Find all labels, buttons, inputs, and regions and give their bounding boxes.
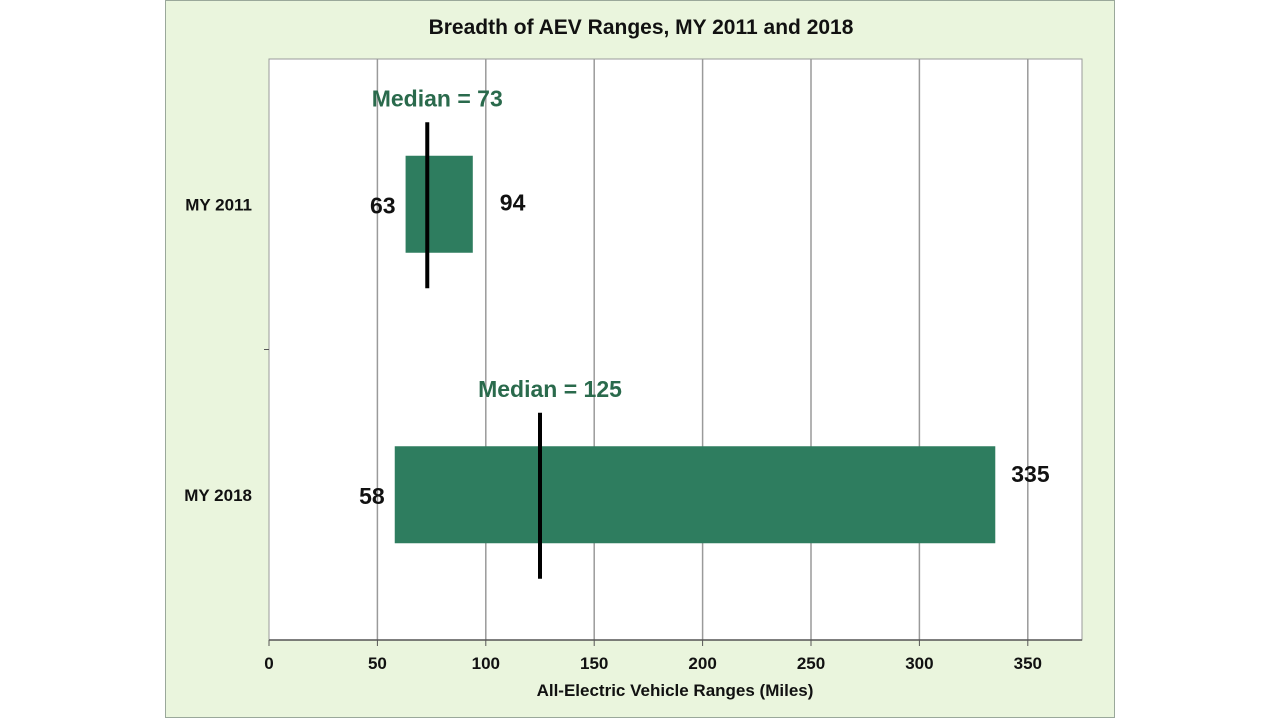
x-axis-label: All-Electric Vehicle Ranges (Miles) — [537, 681, 814, 700]
range-bar-my-2011 — [405, 155, 473, 253]
x-tick-label-100: 100 — [472, 654, 500, 673]
x-tick-label-0: 0 — [264, 654, 273, 673]
min-value-label-my-2011: 63 — [370, 192, 396, 218]
max-value-label-my-2018: 335 — [1011, 461, 1050, 487]
bars-group — [394, 122, 996, 579]
chart-panel: MY 2011 63 94 Median = 73 MY 2018 58 335 Median… — [165, 0, 1115, 718]
x-tick-label-350: 350 — [1014, 654, 1042, 673]
tick-labels: 0 50 100 150 200 250 300 350 — [264, 349, 1082, 673]
min-value-label-my-2018: 58 — [359, 483, 385, 509]
x-tick-label-250: 250 — [797, 654, 825, 673]
chart-svg: MY 2011 63 94 Median = 73 MY 2018 58 335 Median… — [184, 16, 1083, 700]
labels-group: MY 2011 63 94 Median = 73 MY 2018 58 335 Median… — [184, 85, 1050, 509]
x-tick-label-50: 50 — [368, 654, 387, 673]
median-label-my-2018: Median = 125 — [478, 376, 622, 402]
max-value-label-my-2011: 94 — [500, 189, 526, 215]
range-bar-my-2018 — [394, 446, 996, 544]
x-tick-label-300: 300 — [905, 654, 933, 673]
median-label-my-2011: Median = 73 — [372, 85, 503, 111]
grid-lines — [376, 59, 1029, 640]
x-tick-label-150: 150 — [580, 654, 608, 673]
category-label-my-2018: MY 2018 — [184, 486, 252, 505]
category-label-my-2011: MY 2011 — [185, 195, 252, 214]
x-tick-label-200: 200 — [688, 654, 716, 673]
plot-area — [268, 58, 1083, 641]
chart-title: Breadth of AEV Ranges, MY 2011 and 2018 — [429, 16, 854, 39]
